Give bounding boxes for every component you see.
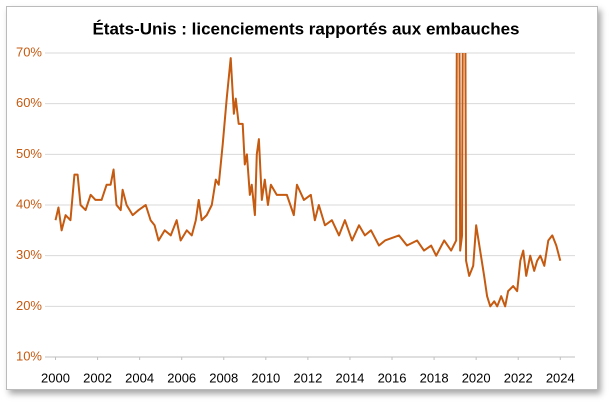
x-tick-label: 2006 bbox=[167, 370, 196, 385]
x-tick-label: 2014 bbox=[335, 370, 364, 385]
x-tick-label: 2018 bbox=[420, 370, 449, 385]
x-tick-label: 2012 bbox=[293, 370, 322, 385]
y-tick-label: 40% bbox=[16, 196, 42, 211]
x-tick-label: 2010 bbox=[251, 370, 280, 385]
y-tick-label: 70% bbox=[16, 44, 42, 59]
y-tick-label: 30% bbox=[16, 247, 42, 262]
x-tick-label: 2002 bbox=[83, 370, 112, 385]
y-tick-label: 10% bbox=[16, 348, 42, 363]
x-tick-label: 2004 bbox=[125, 370, 154, 385]
x-tick-label: 2020 bbox=[462, 370, 491, 385]
y-tick-label: 50% bbox=[16, 146, 42, 161]
x-tick-label: 2000 bbox=[41, 370, 70, 385]
x-tick-label: 2022 bbox=[504, 370, 533, 385]
y-tick-label: 60% bbox=[16, 95, 42, 110]
data-line bbox=[54, 53, 562, 308]
x-tick-label: 2016 bbox=[378, 370, 407, 385]
chart-title: États-Unis : licenciements rapportés aux… bbox=[92, 19, 519, 38]
y-tick-label: 20% bbox=[16, 298, 42, 313]
x-tick-label: 2024 bbox=[546, 370, 575, 385]
x-tick-label: 2008 bbox=[209, 370, 238, 385]
